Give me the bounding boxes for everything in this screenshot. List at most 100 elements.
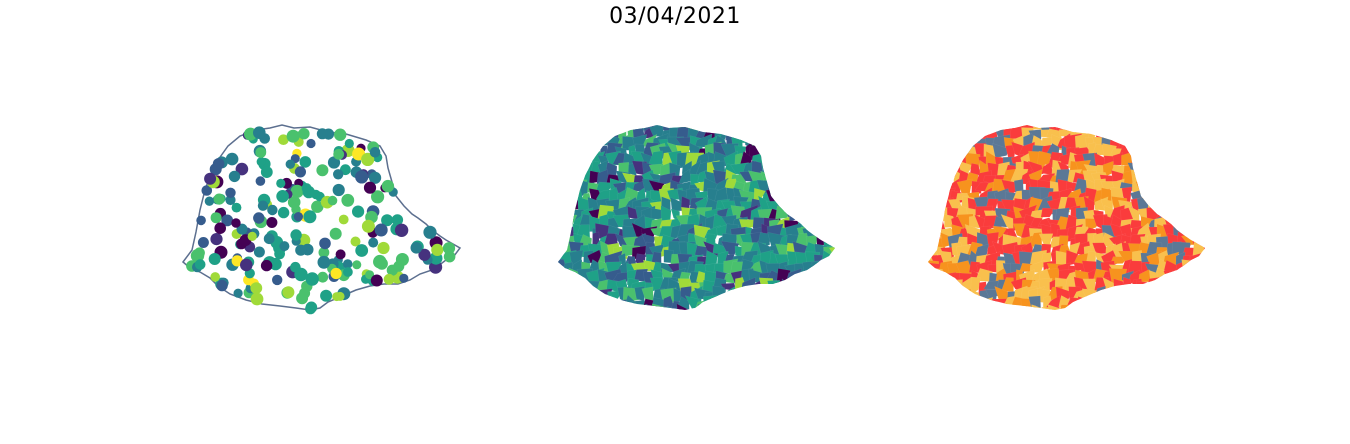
municipality-polygon [801, 307, 821, 310]
point-marker [316, 128, 328, 140]
point-marker [335, 249, 346, 260]
municipality-polygon [928, 156, 937, 166]
municipality-polygon [1180, 270, 1197, 283]
municipality-polygon [1163, 125, 1178, 134]
municipality-polygon [767, 163, 783, 173]
municipality-polygon [823, 136, 835, 150]
point-map-panel [181, 124, 462, 315]
municipality-polygon [811, 169, 829, 188]
municipality-polygon [1093, 295, 1110, 310]
municipality-polygon [793, 271, 813, 287]
point-marker [231, 202, 242, 213]
municipality-polygon [825, 286, 835, 305]
municipality-polygon [1112, 152, 1124, 166]
point-marker [282, 286, 295, 299]
municipality-polygon [940, 144, 958, 161]
municipality-polygon [1147, 169, 1165, 187]
municipality-polygon [1112, 304, 1125, 310]
municipality-polygon [1173, 306, 1191, 310]
point-marker [267, 204, 278, 216]
municipality-polygon [1156, 125, 1172, 141]
municipality-polygon [1202, 125, 1205, 144]
municipality-polygon [570, 134, 583, 152]
municipality-polygon [928, 172, 948, 189]
point-marker [257, 200, 269, 211]
municipality-polygon [1011, 307, 1027, 310]
municipality-polygon [777, 125, 794, 134]
municipality-polygon [948, 279, 963, 294]
municipality-polygon [1173, 285, 1188, 302]
municipality-polygon [802, 125, 822, 138]
municipality-polygon [1173, 271, 1192, 283]
municipality-polygon [1189, 286, 1205, 300]
municipality-polygon [779, 157, 795, 169]
municipality-polygon [928, 232, 937, 250]
municipality-polygon [793, 144, 811, 161]
municipality-polygon [742, 289, 757, 304]
municipality-polygon [1148, 150, 1164, 170]
municipality-polygon [762, 150, 775, 165]
municipality-polygon [797, 196, 808, 215]
municipality-polygon [1181, 178, 1201, 195]
municipality-polygon [830, 306, 835, 310]
municipality-polygon [1156, 173, 1173, 187]
municipality-polygon [1077, 125, 1089, 132]
municipality-polygon [1126, 125, 1145, 131]
municipality-polygon [942, 160, 956, 178]
municipality-polygon [1082, 125, 1100, 134]
figure-title: 03/04/2021 [609, 4, 741, 29]
municipality-polygon [829, 233, 835, 248]
municipality-polygon [830, 259, 835, 279]
municipality-polygon [750, 287, 765, 304]
municipality-polygon [1141, 289, 1150, 301]
municipality-polygon [804, 285, 818, 305]
municipality-polygon [558, 169, 563, 188]
municipality-polygon [1127, 125, 1141, 142]
municipality-polygon [1199, 290, 1205, 304]
municipality-polygon [811, 260, 831, 279]
municipality-polygon [977, 296, 994, 310]
point-marker [204, 172, 217, 185]
point-marker [352, 260, 362, 270]
municipality-polygon [558, 151, 568, 169]
municipality-polygon [750, 125, 766, 130]
point-marker [228, 170, 241, 183]
point-marker [276, 190, 289, 203]
point-marker [253, 126, 266, 139]
municipality-polygon [592, 125, 606, 129]
municipality-polygon [831, 205, 835, 225]
municipality-polygon [814, 125, 828, 132]
municipality-polygon [1201, 178, 1205, 192]
municipality-polygon [749, 125, 764, 143]
municipality-polygon [752, 296, 763, 310]
municipality-polygon [1172, 159, 1187, 179]
municipality-polygon [929, 280, 948, 296]
municipality-polygon [743, 125, 756, 130]
municipality-polygon [784, 290, 803, 304]
municipality-polygon [585, 134, 605, 149]
municipality-polygon [821, 277, 835, 296]
municipality-polygon [829, 168, 835, 184]
municipality-polygon [775, 303, 795, 310]
municipality-polygon [1153, 197, 1173, 215]
municipality-polygon [829, 179, 835, 194]
municipality-polygon [1163, 270, 1178, 285]
choropleth-map-panel [558, 125, 835, 310]
point-marker [332, 183, 345, 197]
municipality-polygon [930, 208, 944, 223]
point-marker [214, 222, 226, 234]
municipality-polygon [1189, 270, 1205, 287]
municipality-polygon [802, 125, 821, 133]
municipality-polygon [784, 193, 804, 204]
point-marker [391, 214, 404, 226]
municipality-polygon [1180, 209, 1200, 224]
municipality-polygon [657, 306, 677, 310]
municipality-polygon [831, 159, 835, 178]
municipality-polygon [1157, 179, 1168, 197]
municipality-polygon [777, 125, 794, 141]
municipality-polygon [561, 125, 575, 133]
point-marker [334, 128, 347, 141]
municipality-polygon [994, 307, 1011, 310]
municipality-polygon [569, 152, 587, 170]
municipality-polygon [938, 132, 952, 153]
